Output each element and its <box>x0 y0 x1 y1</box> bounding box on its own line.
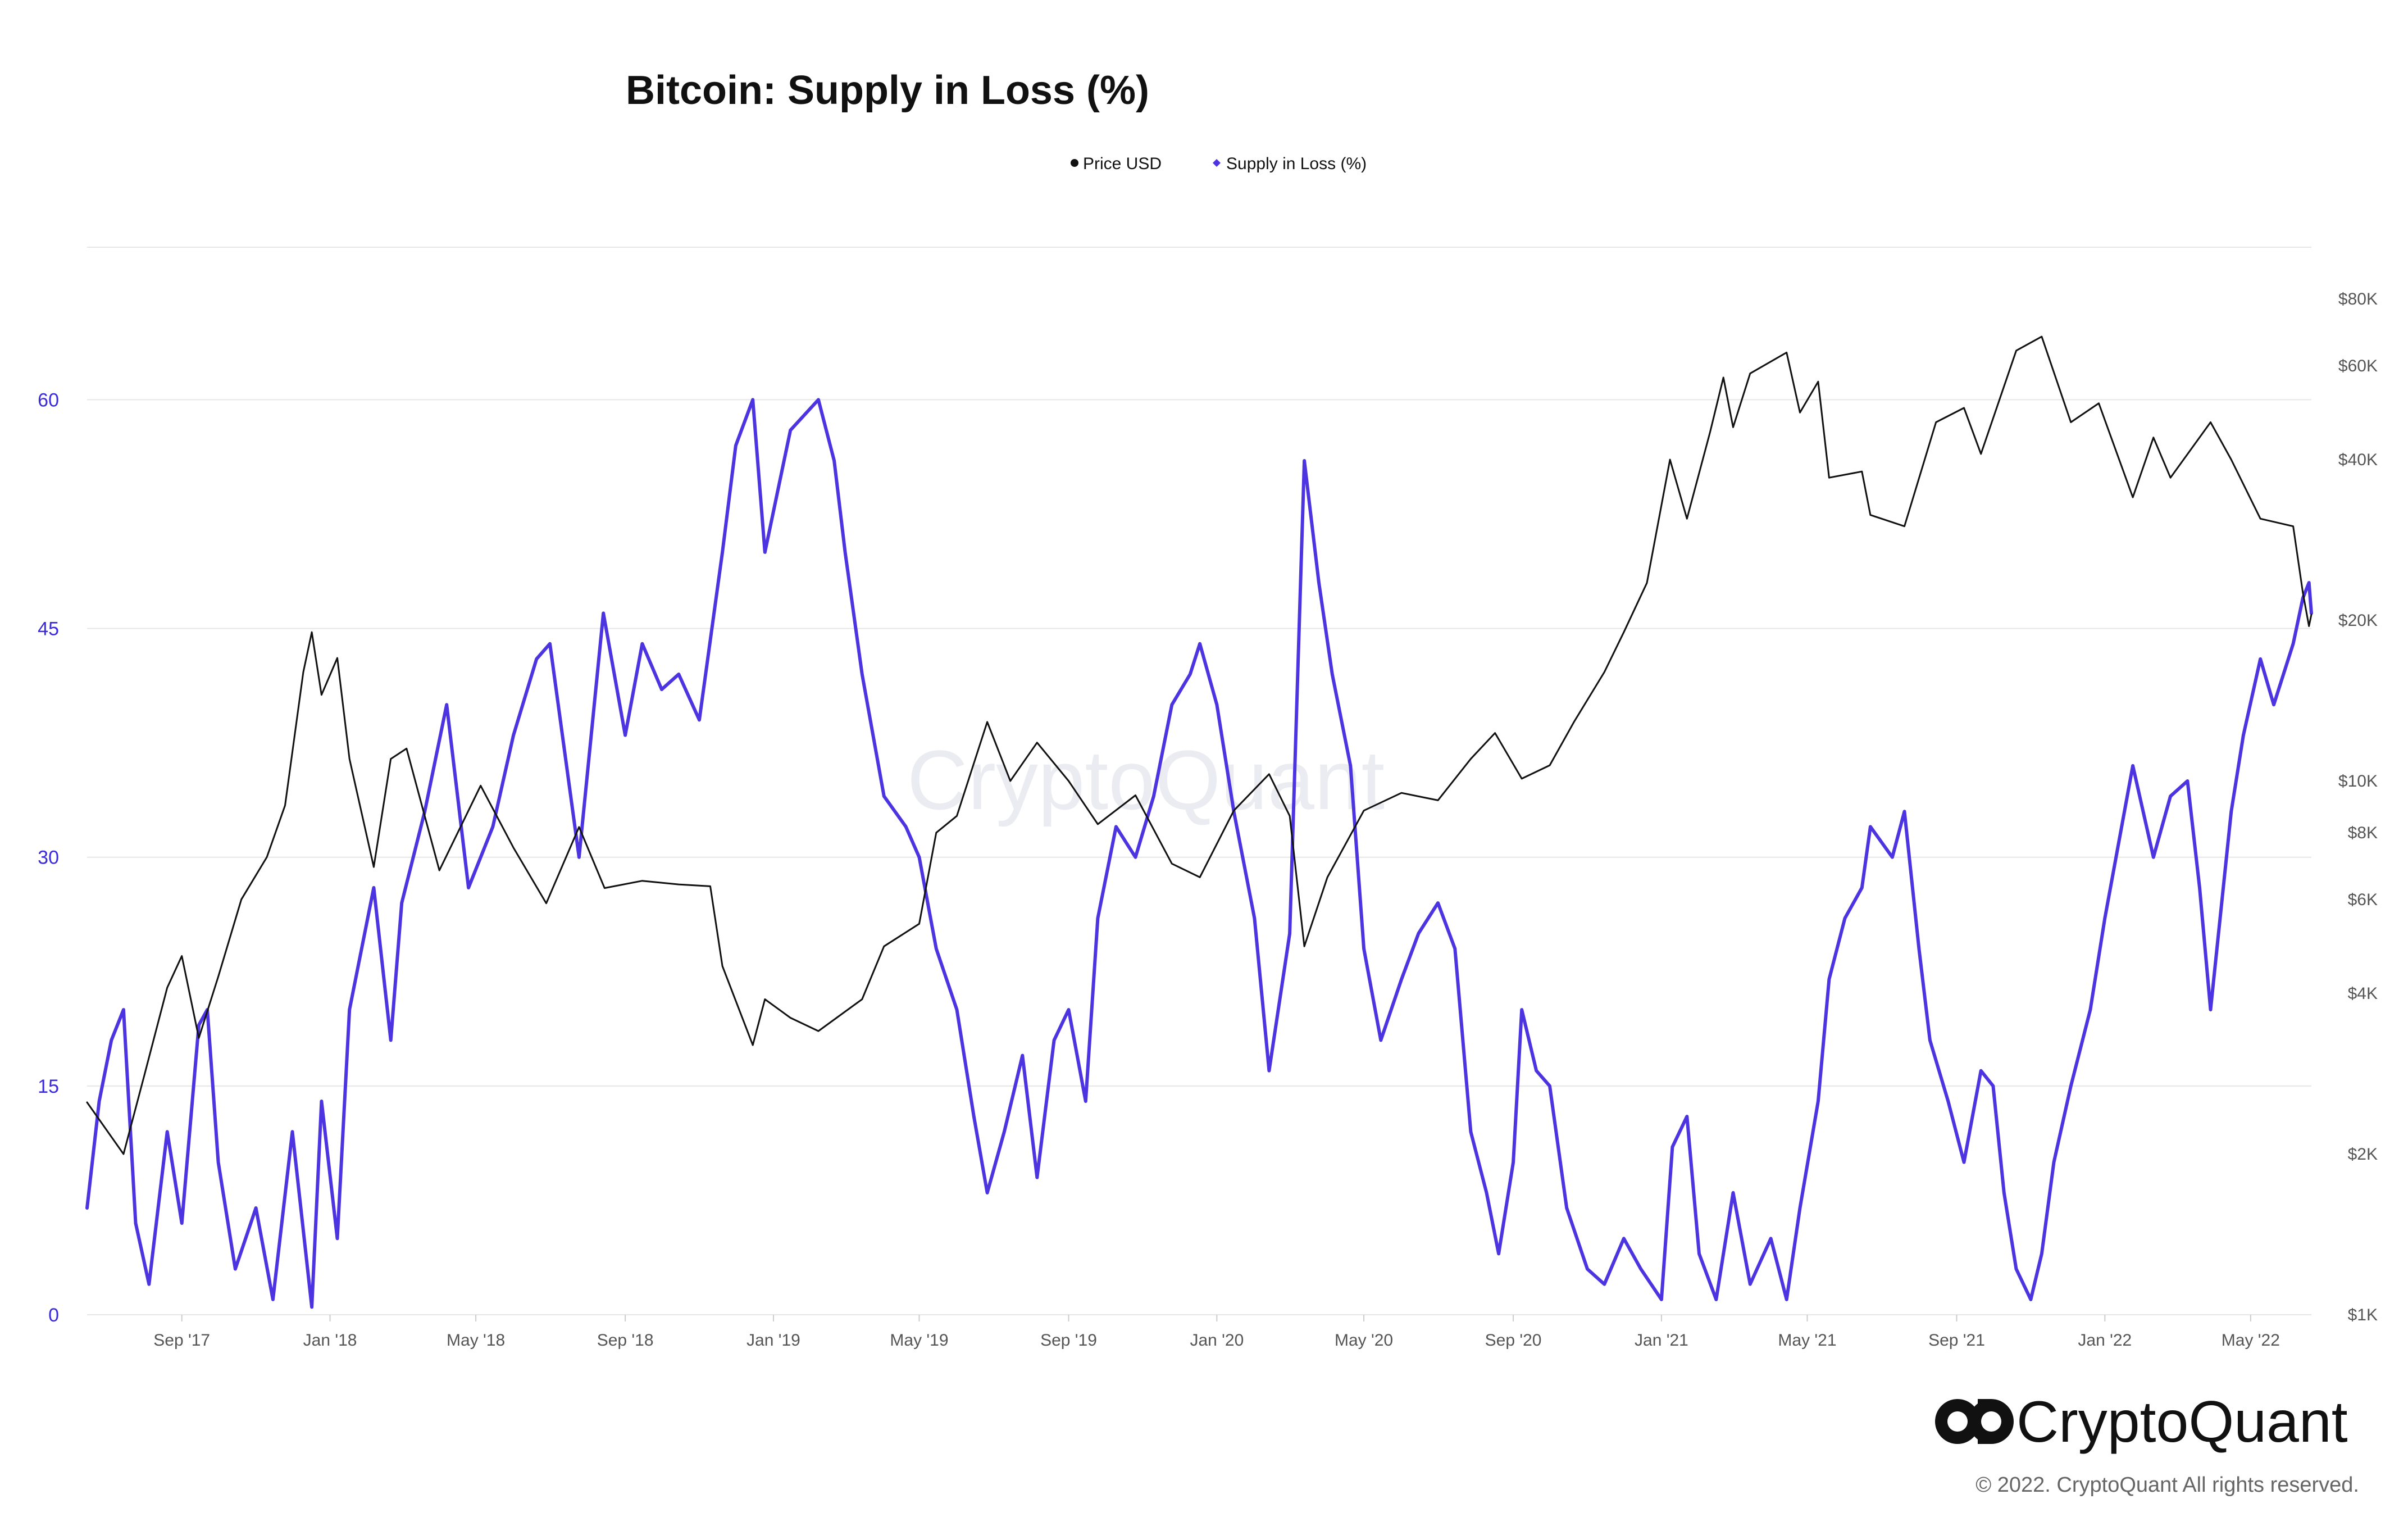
x-tick-label: Sep '20 <box>1485 1331 1542 1350</box>
legend: Price USD Supply in Loss (%) <box>1071 155 1367 173</box>
x-tick-label: May '18 <box>447 1331 505 1350</box>
legend-label-price: Price USD <box>1083 155 1162 173</box>
copyright-text: © 2022. CryptoQuant All rights reserved. <box>1975 1473 2359 1497</box>
x-tick-label: Jan '19 <box>746 1331 800 1350</box>
cryptoquant-logo-icon <box>1935 1399 2014 1444</box>
y-tick-right-label: $4K <box>2348 984 2378 1003</box>
x-tick-label: Jan '18 <box>303 1331 357 1350</box>
x-tick-label: May '22 <box>2222 1331 2280 1350</box>
y-tick-right-label: $40K <box>2338 451 2378 469</box>
legend-marker-price <box>1071 159 1078 167</box>
y-tick-right-label: $10K <box>2338 772 2378 791</box>
x-tick-label: Sep '21 <box>1928 1331 1985 1350</box>
legend-label-supply-loss: Supply in Loss (%) <box>1226 155 1367 173</box>
y-tick-left-label: 30 <box>38 847 59 869</box>
y-tick-right-label: $20K <box>2338 611 2378 630</box>
x-tick-label: Jan '21 <box>1635 1331 1688 1350</box>
legend-item-price[interactable]: Price USD <box>1071 155 1162 173</box>
x-tick-label: Sep '18 <box>597 1331 654 1350</box>
right-axis: $1K $2K $4K $6K $8K $10K $20K $40K $60K $80K <box>2338 290 2378 1324</box>
cryptoquant-logo: CryptoQuant <box>1935 1389 2348 1455</box>
legend-item-supply-loss[interactable]: Supply in Loss (%) <box>1213 155 1367 173</box>
left-axis: 0 15 30 45 60 <box>38 389 59 1326</box>
legend-marker-supply-loss <box>1213 159 1221 167</box>
y-tick-left-label: 45 <box>38 619 59 640</box>
cryptoquant-logo-text: CryptoQuant <box>2016 1389 2348 1455</box>
x-tick-label: Sep '17 <box>153 1331 210 1350</box>
x-tick-label: May '20 <box>1335 1331 1393 1350</box>
x-tick-label: Jan '22 <box>2078 1331 2132 1350</box>
x-axis: Sep '17 Jan '18 May '18 Sep '18 Jan '19 May '… <box>153 1315 2280 1350</box>
y-tick-left-label: 0 <box>48 1305 59 1326</box>
y-tick-left-label: 15 <box>38 1076 59 1097</box>
watermark-text: CryptoQuant <box>907 733 1385 827</box>
y-tick-right-label: $6K <box>2348 891 2378 909</box>
y-tick-right-label: $1K <box>2348 1306 2378 1324</box>
gridlines <box>87 247 2311 1315</box>
x-tick-label: Jan '20 <box>1190 1331 1244 1350</box>
x-tick-label: Sep '19 <box>1040 1331 1097 1350</box>
series-layer <box>85 335 2313 1309</box>
y-tick-right-label: $8K <box>2348 824 2378 842</box>
supply-in-loss-line <box>85 398 2313 1309</box>
y-tick-right-label: $60K <box>2338 357 2378 375</box>
y-tick-left-label: 60 <box>38 389 59 411</box>
chart-title: Bitcoin: Supply in Loss (%) <box>626 68 1149 113</box>
x-tick-label: May '19 <box>890 1331 948 1350</box>
x-tick-label: May '21 <box>1778 1331 1836 1350</box>
y-tick-right-label: $2K <box>2348 1145 2378 1164</box>
y-tick-right-label: $80K <box>2338 290 2378 308</box>
